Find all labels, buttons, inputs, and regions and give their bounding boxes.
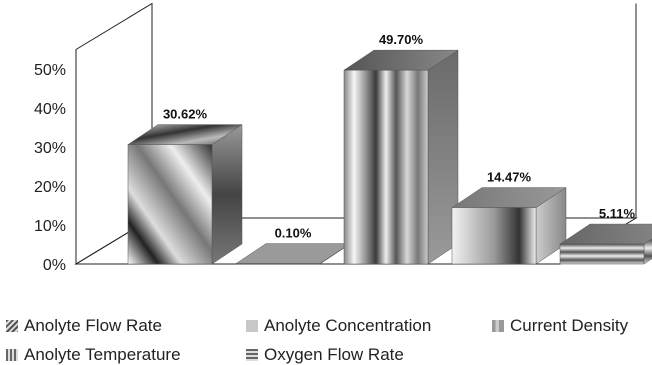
legend-item: Anolyte Concentration bbox=[246, 316, 431, 336]
bar-side bbox=[211, 124, 243, 265]
bar-anolyte-concentration bbox=[235, 243, 351, 265]
chart-bars bbox=[127, 49, 652, 265]
bar-current-density bbox=[343, 49, 459, 265]
data-label: 0.10% bbox=[275, 226, 312, 241]
bar-front bbox=[451, 207, 537, 265]
legend-label: Anolyte Flow Rate bbox=[24, 316, 162, 335]
legend-label: Oxygen Flow Rate bbox=[264, 345, 404, 364]
y-tick-label: 40% bbox=[34, 101, 66, 118]
bar-anolyte-temperature bbox=[451, 187, 567, 265]
y-tick-label: 20% bbox=[34, 179, 66, 196]
legend-label: Current Density bbox=[510, 316, 629, 335]
legend-swatch bbox=[6, 320, 18, 332]
y-tick-label: 10% bbox=[34, 218, 66, 235]
bar-top bbox=[235, 243, 351, 264]
legend-swatch bbox=[246, 349, 258, 361]
legend-item: Anolyte Temperature bbox=[6, 345, 181, 365]
bar-anolyte-flow-rate bbox=[127, 124, 243, 265]
legend-label: Anolyte Concentration bbox=[264, 316, 432, 335]
data-label: 5.11% bbox=[599, 206, 636, 221]
legend-item: Current Density bbox=[492, 316, 628, 336]
data-labels: 30.62% 0.10% 49.70% 14.47% 5.11% bbox=[163, 32, 636, 240]
y-tick-label: 50% bbox=[34, 62, 66, 79]
bar-top bbox=[559, 223, 652, 245]
data-label: 14.47% bbox=[487, 170, 532, 185]
legend-item: Oxygen Flow Rate bbox=[246, 345, 404, 365]
bar-front bbox=[559, 243, 645, 265]
bar-oxygen-flow-rate bbox=[559, 223, 652, 265]
data-label: 30.62% bbox=[163, 107, 208, 122]
y-tick-label: 30% bbox=[34, 140, 66, 157]
legend-item: Anolyte Flow Rate bbox=[6, 316, 162, 336]
data-label: 49.70% bbox=[379, 32, 424, 47]
y-tick-label: 0% bbox=[43, 257, 66, 274]
legend-label: Anolyte Temperature bbox=[24, 345, 181, 364]
bar-front bbox=[127, 144, 213, 265]
legend-swatch bbox=[6, 349, 18, 361]
bar-front bbox=[343, 69, 429, 265]
legend-swatch bbox=[246, 320, 258, 332]
y-axis-ticks: 0% 10% 20% 30% 40% 50% bbox=[34, 62, 66, 274]
legend-swatch bbox=[492, 320, 504, 332]
